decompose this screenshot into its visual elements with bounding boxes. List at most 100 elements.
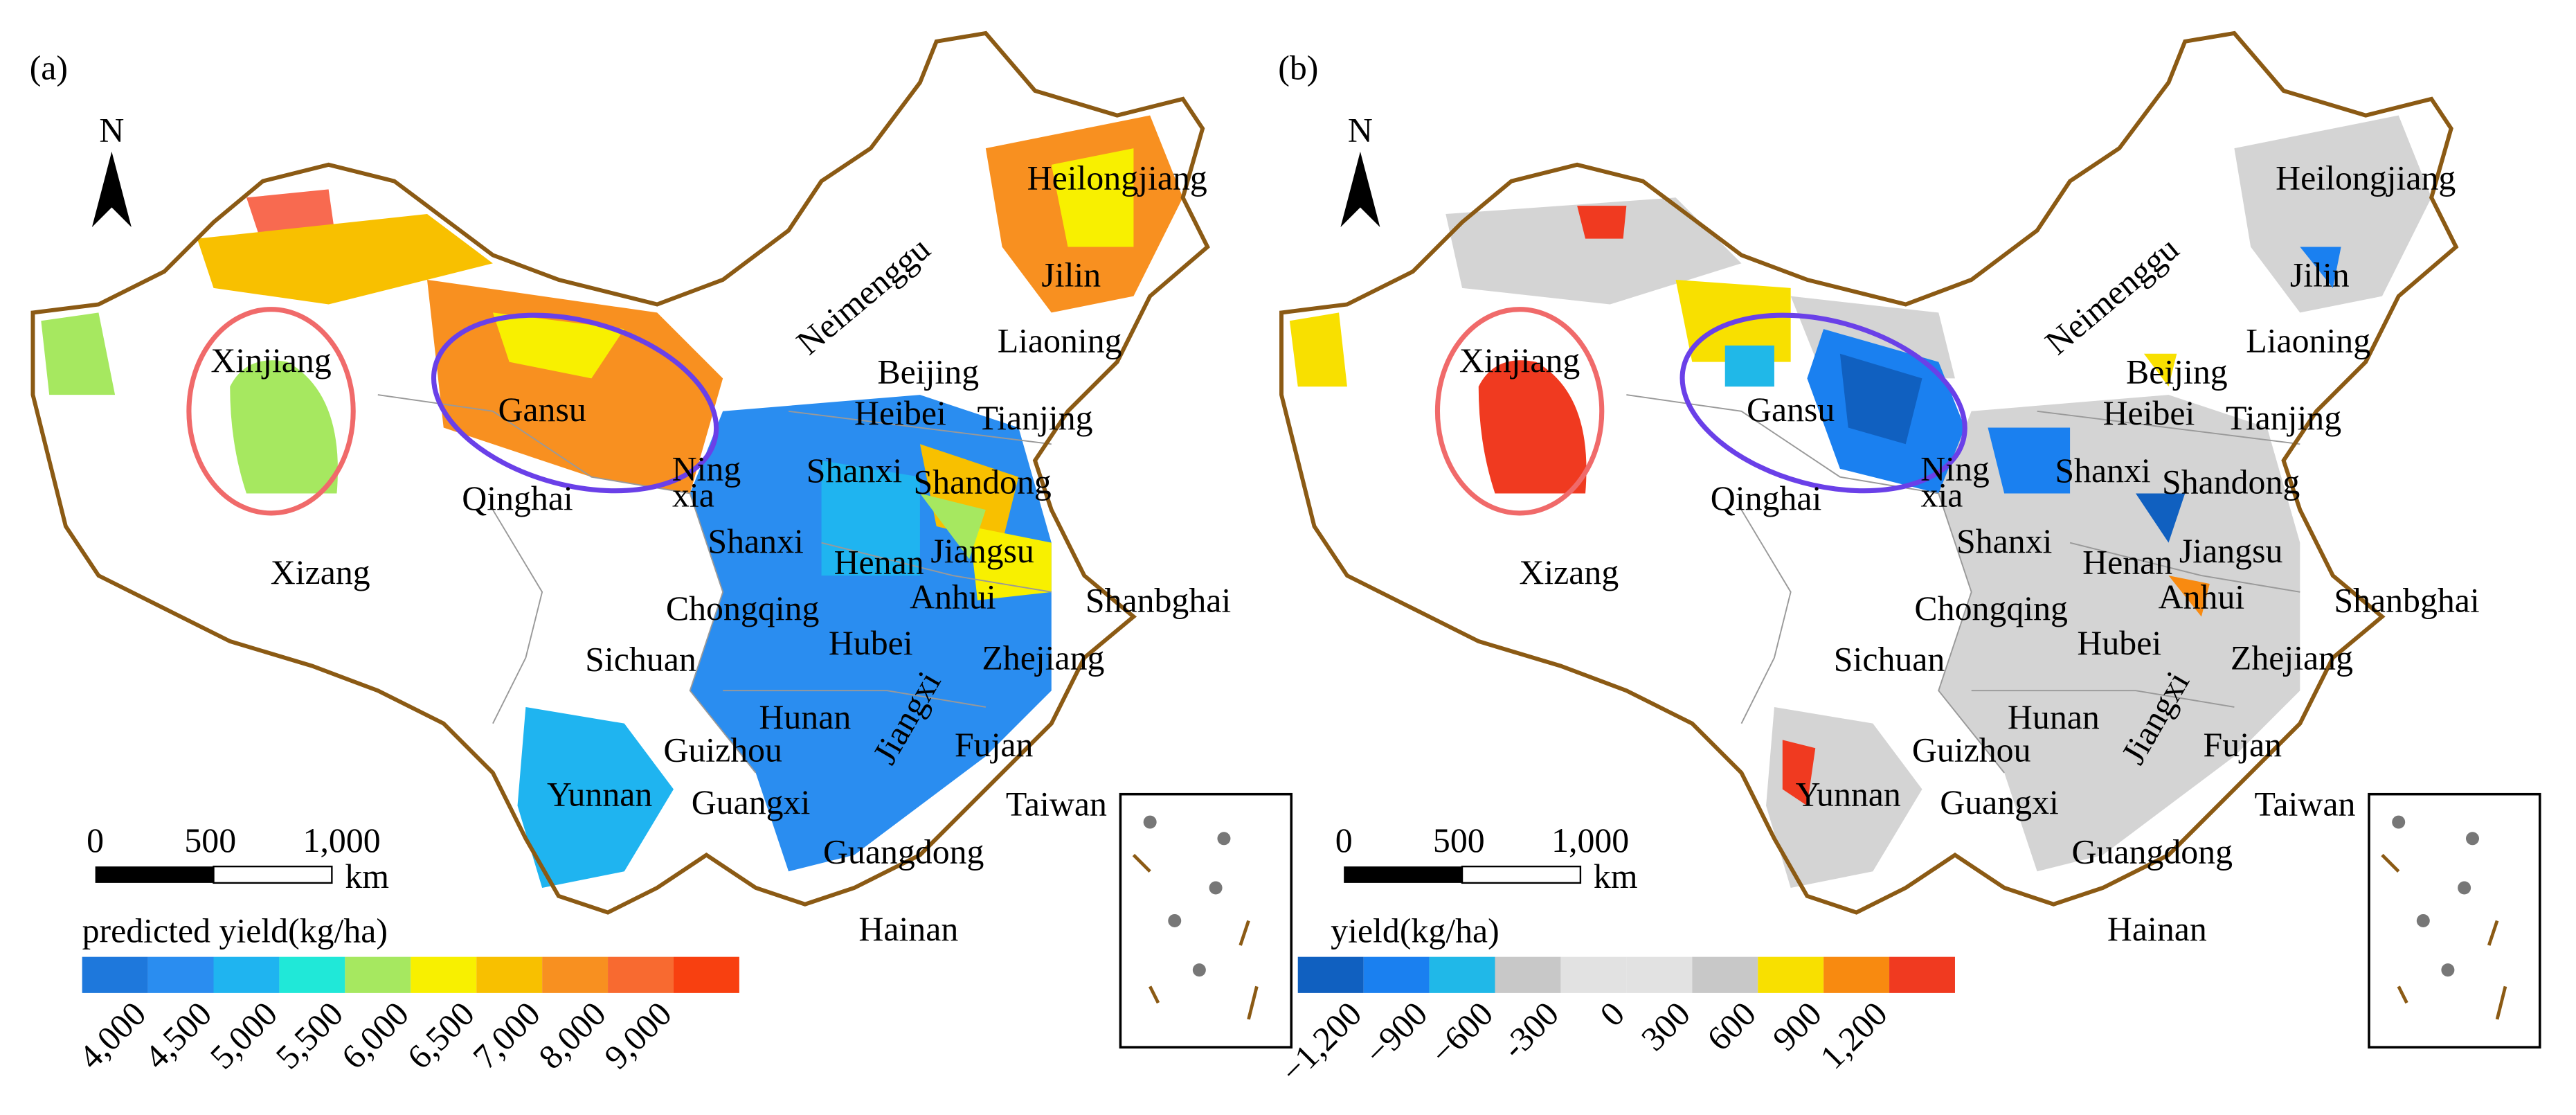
inset-frame <box>1119 792 1293 1049</box>
scale-label: 500 <box>1433 821 1485 859</box>
province-label: Hubei <box>829 624 913 662</box>
province-border <box>377 394 690 494</box>
province-label: Hainan <box>858 910 958 948</box>
province-label: Beijing <box>2126 353 2228 391</box>
north-label: N <box>1348 112 1373 150</box>
province-label: Heilongjiang <box>1027 159 1207 197</box>
legend-swatch <box>213 956 280 993</box>
legend-tick: 0 <box>1593 994 1632 1034</box>
legend-tick: 6,000 <box>334 994 416 1076</box>
province-label: Shanxi <box>2055 452 2150 490</box>
province-label: Guangxi <box>692 783 811 821</box>
country-border <box>30 30 1210 915</box>
region <box>230 360 338 494</box>
island <box>1209 881 1223 895</box>
scale-label: 500 <box>184 821 236 859</box>
province-label: Xizang <box>1519 553 1619 591</box>
province-label: Tianjing <box>2226 399 2341 437</box>
boundary-dash <box>1149 985 1160 1004</box>
legend-swatch <box>1560 956 1627 993</box>
province-label: Fujan <box>2204 726 2282 764</box>
region <box>2168 576 2210 617</box>
region <box>1289 312 1347 387</box>
province-label: Beijing <box>877 353 979 391</box>
province-label: Hainan <box>2107 910 2207 948</box>
province-label: Heilongjiang <box>2276 159 2456 197</box>
region <box>2300 247 2341 288</box>
legend-swatch <box>82 956 148 993</box>
province-label: Shandong <box>913 463 1051 501</box>
province-label: Jiangsu <box>930 532 1034 570</box>
province-label: Neimenggu <box>789 229 937 362</box>
highlight-ellipse <box>431 312 719 494</box>
boundary-dash <box>1132 853 1151 873</box>
legend-swatch <box>608 956 674 993</box>
province-label: Chongqing <box>1914 589 2067 627</box>
province-label: Sichuan <box>1834 641 1945 679</box>
legend-swatch <box>1363 956 1430 993</box>
island <box>2466 832 2479 846</box>
panel-label: (b) <box>1278 48 1318 87</box>
region <box>517 706 674 888</box>
scale-bar <box>1461 865 1582 884</box>
province-label: Gansu <box>1747 391 1835 429</box>
legend-tick: 5,500 <box>269 994 350 1076</box>
province-label: Qinghai <box>462 479 573 517</box>
province-label: Taiwan <box>2254 785 2355 823</box>
country-border <box>1279 30 2459 915</box>
legend-swatch <box>1495 956 1561 993</box>
north-arrow <box>1340 151 1380 228</box>
legend-swatch <box>542 956 609 993</box>
legend-tick: −900 <box>1358 994 1435 1072</box>
scale-bar <box>95 866 214 883</box>
province-label: Chongqing <box>666 589 819 627</box>
legend-tick: 5,000 <box>203 994 285 1076</box>
region <box>1938 395 2300 872</box>
province-label: Fujan <box>955 726 1034 764</box>
boundary-dash <box>2397 985 2408 1004</box>
province-label: Henan <box>2082 544 2172 582</box>
boundary-dash <box>2487 920 2499 946</box>
island <box>2458 881 2471 895</box>
province-label: Qinghai <box>1711 479 1822 517</box>
highlight-ellipse <box>1434 307 1605 516</box>
legend-tick: 7,000 <box>466 994 548 1076</box>
island <box>2441 963 2455 977</box>
province-label: Henan <box>834 544 924 582</box>
province-label: Zhejiang <box>2231 639 2353 677</box>
province-label: Anhui <box>2159 578 2245 616</box>
region <box>2143 353 2177 387</box>
legend-tick: −600 <box>1423 994 1501 1072</box>
province-label: Heibei <box>2103 394 2195 432</box>
province-label: Yunnan <box>547 775 652 813</box>
legend-title: predicted yield(kg/ha) <box>82 911 388 949</box>
province-label: Jilin <box>2290 256 2350 294</box>
scale-unit: km <box>1594 857 1638 895</box>
region <box>821 460 920 576</box>
scale-label: 1,000 <box>303 821 381 859</box>
legend-swatch <box>279 956 345 993</box>
north-arrow <box>91 151 132 228</box>
province-label: Hunan <box>2008 698 2100 736</box>
region <box>1988 427 2071 494</box>
province-label: Tianjing <box>978 399 1093 437</box>
province-label: Hubei <box>2077 624 2161 662</box>
region <box>2234 115 2432 313</box>
legend-swatch <box>1429 956 1495 993</box>
province-label: Shanxi <box>708 522 803 560</box>
province-label: Zhejiang <box>982 639 1104 677</box>
panel-label: (a) <box>30 48 68 87</box>
province-label: Xinjiang <box>1459 341 1580 380</box>
province-label: Shandong <box>2162 463 2300 501</box>
province-border <box>2037 410 2300 445</box>
province-label: Guangxi <box>1940 783 2059 821</box>
province-label: Gansu <box>498 391 586 429</box>
legend-tick: 9,000 <box>597 994 679 1076</box>
province-border <box>1626 394 1939 494</box>
province-label: Yunnan <box>1796 775 1901 813</box>
map-panel: (b) N Heilongjiang Jilin Liaoning NeimengguBe… <box>1273 30 2541 1090</box>
legend-tick: 4,000 <box>71 994 153 1076</box>
legend-tick: 6,500 <box>400 994 482 1076</box>
province-label: xia <box>672 476 714 514</box>
